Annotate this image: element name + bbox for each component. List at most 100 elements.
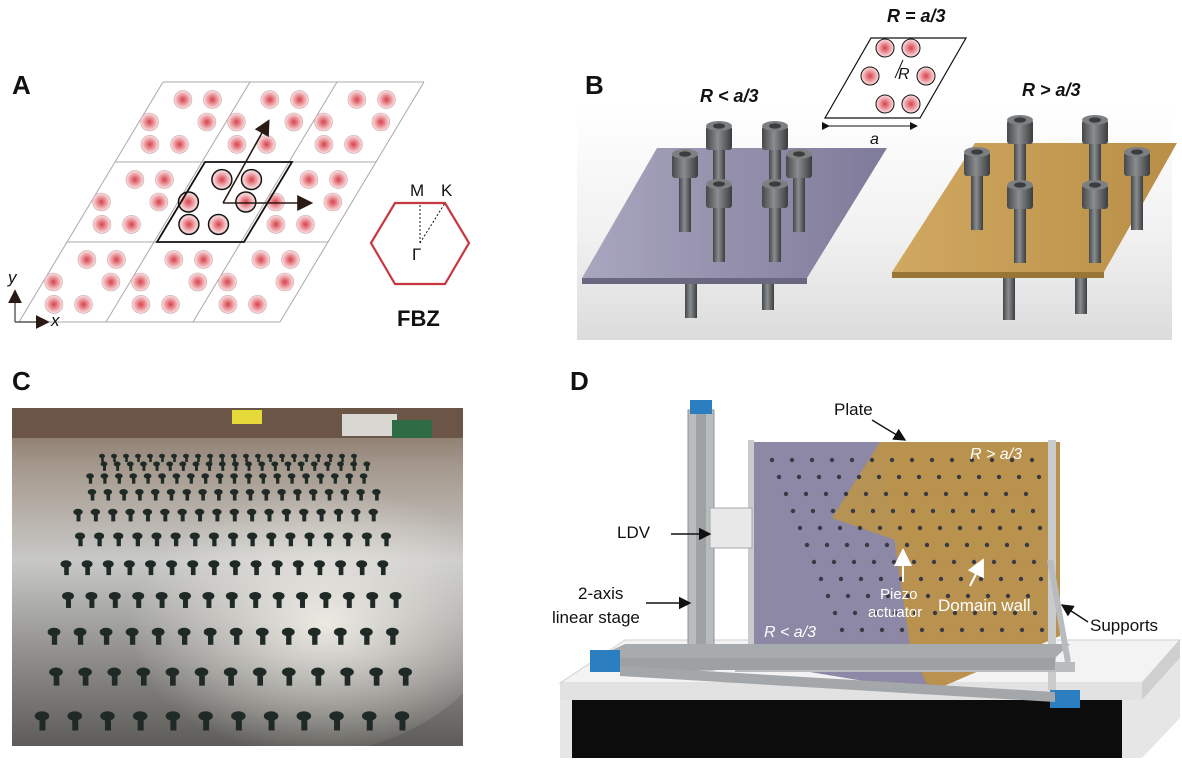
lattice-site bbox=[179, 192, 198, 212]
photo-bolt-shank bbox=[181, 464, 185, 471]
photo-bolt-shank bbox=[142, 464, 146, 471]
plate-hole bbox=[892, 610, 898, 616]
photo-bolt-shank bbox=[111, 672, 118, 686]
photo-bolt-shank bbox=[305, 456, 308, 462]
photo-bolt-shank bbox=[163, 512, 168, 522]
photo-bolt-shank bbox=[296, 564, 302, 576]
photo-bolt-shank bbox=[185, 492, 190, 501]
photo-bolt-shank bbox=[247, 476, 251, 484]
plate-hole bbox=[1031, 559, 1037, 565]
plate-hole bbox=[1003, 491, 1009, 497]
photo-bolt-shank bbox=[218, 476, 222, 484]
photo-bolt-shank bbox=[198, 512, 203, 522]
lattice-site bbox=[218, 272, 237, 292]
plate-hole bbox=[830, 508, 836, 514]
lattice-site bbox=[266, 215, 286, 234]
plate-hole bbox=[809, 457, 815, 463]
photo-bolt-shank bbox=[208, 464, 212, 471]
lattice-site bbox=[266, 192, 285, 212]
lattice-site bbox=[107, 250, 126, 269]
plate-hole bbox=[897, 525, 903, 531]
photo-bolt-shank bbox=[77, 632, 84, 645]
photo-bolt-shank bbox=[197, 456, 200, 462]
plate-hole bbox=[823, 491, 829, 497]
plate-hole bbox=[869, 457, 875, 463]
label-region-greater: R > a/3 bbox=[970, 446, 1023, 463]
plate-hole bbox=[769, 457, 775, 463]
radius-line bbox=[894, 59, 904, 79]
plate-hole bbox=[1030, 508, 1036, 514]
photo-bolt-shank bbox=[170, 672, 176, 686]
lattice-site bbox=[203, 90, 222, 109]
photo-bolt-shank bbox=[159, 596, 165, 608]
plate-hole bbox=[909, 457, 915, 463]
plate-hole bbox=[979, 627, 985, 633]
photo-bolt-shank bbox=[111, 512, 116, 522]
lattice-site bbox=[197, 112, 217, 132]
fbz-label: FBZ bbox=[397, 306, 440, 331]
photo-bolt-shank bbox=[334, 716, 341, 731]
photo-bolt-shank bbox=[129, 632, 136, 645]
panel-letter-a: A bbox=[12, 70, 31, 100]
photo-bolt-shank bbox=[319, 476, 323, 484]
plate-hole bbox=[957, 525, 963, 531]
plate-hole bbox=[964, 542, 970, 548]
plate-hole bbox=[1012, 610, 1018, 616]
photo-bolt-shank bbox=[365, 464, 369, 471]
photo-bolt-shank bbox=[390, 632, 396, 645]
photo-bolt-shank bbox=[235, 716, 242, 731]
plate-hole bbox=[831, 559, 837, 565]
label-piezo-line2: actuator bbox=[868, 604, 923, 621]
photo-bolt-shank bbox=[338, 564, 344, 576]
photo-bolt-shank bbox=[319, 512, 324, 522]
plate-hole bbox=[832, 610, 838, 616]
plate-hole bbox=[978, 576, 984, 582]
lattice-site bbox=[101, 272, 121, 292]
lattice-site bbox=[257, 135, 276, 154]
lattice-site bbox=[122, 215, 141, 234]
photo-bolt-shank bbox=[116, 536, 121, 547]
lattice-site bbox=[77, 250, 97, 269]
plate-hole bbox=[989, 457, 995, 463]
photo-bolt-shank bbox=[296, 492, 300, 501]
photo-bolt-shank bbox=[384, 536, 389, 547]
inset-site bbox=[875, 94, 895, 114]
photo-bolt-shank bbox=[66, 596, 71, 608]
lattice-site bbox=[251, 250, 271, 269]
plate-hole bbox=[889, 457, 895, 463]
plate-hole bbox=[816, 474, 822, 480]
plate-hole bbox=[923, 491, 929, 497]
photo-bolt-shank bbox=[204, 476, 208, 484]
photo-bolt-shank bbox=[175, 476, 179, 484]
plate-hole bbox=[930, 508, 936, 514]
photo-bolt-shank bbox=[250, 512, 255, 522]
lattice-site bbox=[164, 250, 184, 269]
plate-hole bbox=[905, 593, 911, 599]
photo-bolt-shank bbox=[117, 476, 121, 484]
photo-bolt-shank bbox=[140, 672, 147, 686]
plate-hole bbox=[845, 593, 851, 599]
photo-bolt-shank bbox=[248, 492, 253, 501]
photo-bolt-shank bbox=[359, 492, 363, 501]
lattice-site bbox=[74, 295, 93, 314]
photo-bolt-shank bbox=[290, 476, 294, 484]
plate-hole bbox=[985, 593, 991, 599]
photo-bolt-shank bbox=[104, 716, 111, 731]
photo-bolt-shank bbox=[260, 464, 264, 471]
photo-bolt-shank bbox=[169, 492, 174, 501]
photo-bolt-shank bbox=[148, 564, 154, 576]
photo-bolt-shank bbox=[300, 596, 305, 608]
plate-hole bbox=[969, 457, 975, 463]
panel-letter-b: B bbox=[585, 70, 604, 100]
photo-bolt-shank bbox=[326, 464, 330, 471]
plate-hole bbox=[1004, 542, 1010, 548]
photo-bolt-shank bbox=[89, 596, 95, 608]
lattice-site bbox=[344, 135, 363, 154]
plate-hole bbox=[810, 508, 816, 514]
photo-bolt-shank bbox=[39, 716, 46, 731]
photo-bolt-shank bbox=[399, 716, 406, 731]
gamma-k-line bbox=[419, 202, 446, 244]
photo-bolt-shank bbox=[371, 512, 376, 522]
plate-hole bbox=[990, 508, 996, 514]
photo-bolt-shank bbox=[313, 464, 317, 471]
